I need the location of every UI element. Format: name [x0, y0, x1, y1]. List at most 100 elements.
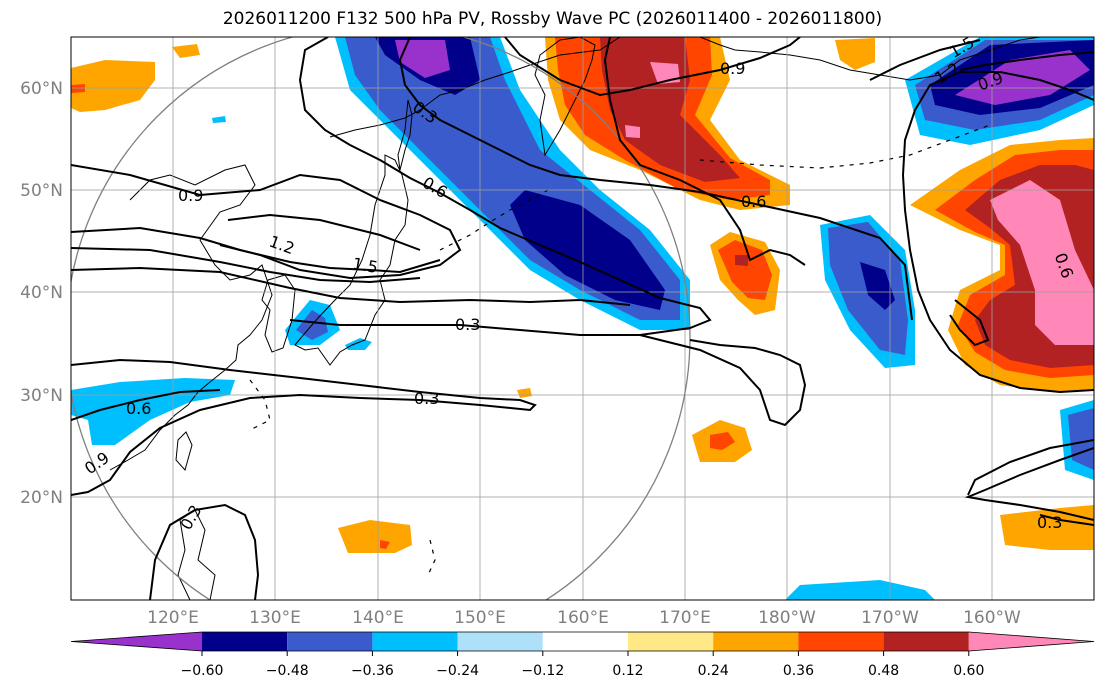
- contour-label: 0.6: [126, 399, 151, 418]
- positive-anomaly-region: [517, 388, 532, 398]
- negative-anomaly-region: [212, 116, 226, 123]
- coastline-taiwan: [175, 431, 193, 472]
- contour-labels: 0.9 1.2 1.5 0.3 0.3 0.6 0.3 0.6 0.6 0.9 …: [81, 37, 1077, 534]
- contour-label: 0.3: [176, 502, 205, 534]
- negative-anomaly-region: [785, 580, 935, 600]
- colorbar-tick-label: 0.36: [783, 663, 814, 679]
- latitude-label: 60°N: [20, 79, 63, 99]
- coastline-philippines: [177, 509, 216, 600]
- coastlines: [109, 37, 1041, 600]
- positive-anomaly-region: [990, 180, 1094, 345]
- colorbar-tick-label: 0.48: [868, 663, 899, 679]
- reference-circle: [71, 37, 691, 600]
- contour-line: [504, 37, 801, 97]
- coastline-kamchatka: [534, 37, 596, 157]
- longitude-label: 140°E: [352, 608, 404, 628]
- longitude-label: 180°W: [758, 608, 816, 628]
- colorbar-tick-label: −0.36: [351, 663, 394, 679]
- colorbar-tick-label: 0.24: [698, 663, 729, 679]
- contour-line: [869, 39, 981, 81]
- longitude-label: 170°W: [861, 608, 919, 628]
- contour-line: [639, 334, 807, 427]
- map-title: 2026011200 F132 500 hPa PV, Rossby Wave …: [222, 9, 883, 29]
- colorbar-tick-label: 0.12: [612, 663, 643, 679]
- contour-label: 0.3: [414, 389, 439, 408]
- positive-anomaly-region: [835, 38, 875, 70]
- contour-line: [964, 447, 1094, 521]
- map-plot-area: 0.9 1.2 1.5 0.3 0.3 0.6 0.3 0.6 0.6 0.9 …: [71, 37, 1094, 600]
- longitude-labels: 120°E 130°E 140°E 150°E 160°E 170°E 180°…: [147, 608, 1021, 628]
- contour-line: [149, 503, 260, 600]
- contour-label: 0.3: [455, 315, 480, 334]
- longitude-label: 170°E: [659, 608, 711, 628]
- negative-anomaly-region: [860, 262, 895, 310]
- contour-line: [71, 164, 462, 280]
- colorbar-segment: [542, 632, 628, 651]
- coastline-korea: [261, 274, 296, 353]
- positive-anomaly-region: [338, 520, 412, 553]
- colorbar-segments: [70, 631, 1095, 652]
- longitude-label: 150°E: [454, 608, 506, 628]
- contour-line: [71, 389, 221, 421]
- positive-anomaly-region: [600, 37, 740, 182]
- colorbar-tick-label: −0.48: [266, 663, 309, 679]
- contour-line: [603, 37, 806, 266]
- coastline-japan: [294, 154, 409, 366]
- contour-label: 0.9: [178, 186, 203, 205]
- latitude-label: 50°N: [20, 181, 63, 201]
- coastline-alaska: [699, 37, 1041, 81]
- contour-line: [227, 213, 421, 251]
- colorbar-ticks: −0.60 −0.48 −0.36 −0.24 −0.12 0.12 0.24 0.36 0.4…: [181, 651, 984, 679]
- contour-line: [967, 439, 1094, 496]
- latitude-labels: 20°N 30°N 40°N 50°N 60°N: [20, 79, 63, 508]
- coastline-sakhalin: [397, 99, 413, 171]
- positive-anomaly-region: [1000, 505, 1094, 550]
- contour-line: [959, 51, 1094, 71]
- positive-anomaly-region: [380, 540, 390, 549]
- colorbar-tick-label: −0.60: [181, 663, 224, 679]
- coastline-siberia: [329, 37, 621, 138]
- positive-anomaly-region: [735, 255, 748, 266]
- negative-anomaly-region: [345, 338, 372, 350]
- colorbar-segment: [968, 632, 1094, 651]
- longitude-label: 160°E: [557, 608, 609, 628]
- latitude-label: 20°N: [20, 488, 63, 508]
- colorbar-segment: [628, 632, 714, 651]
- colorbar-segment: [71, 632, 202, 651]
- colorbar-segment: [713, 632, 799, 651]
- contour-line: [901, 71, 1094, 394]
- aleutian-islands: [249, 124, 991, 576]
- colorbar: −0.60 −0.48 −0.36 −0.24 −0.12 0.12 0.24 0.36 0.4…: [70, 631, 1095, 679]
- longitude-label: 160°W: [963, 608, 1021, 628]
- contour-label: 0.9: [720, 59, 745, 78]
- positive-anomaly-region: [625, 125, 640, 138]
- latitude-label: 30°N: [20, 386, 63, 406]
- contour-line: [949, 299, 990, 347]
- colorbar-segment: [287, 632, 373, 651]
- colorbar-tick-label: −0.24: [436, 663, 479, 679]
- colorbar-segment: [202, 632, 288, 651]
- contour-line: [1039, 514, 1094, 526]
- colorbar-segment: [457, 632, 543, 651]
- contour-line: [71, 358, 537, 496]
- map-frame: [70, 36, 1095, 601]
- contour-line: [398, 37, 913, 321]
- negative-anomaly-region: [395, 40, 450, 78]
- contour-label: 1.5: [351, 254, 379, 277]
- colorbar-segment: [798, 632, 884, 651]
- latitude-label: 40°N: [20, 283, 63, 303]
- contour-label: 0.9: [81, 448, 113, 478]
- negative-anomaly-region: [510, 190, 665, 310]
- positive-anomaly-region: [710, 432, 735, 450]
- colorbar-tick-label: 0.60: [953, 663, 984, 679]
- contour-line: [289, 37, 712, 336]
- colorbar-tick-label: −0.12: [521, 663, 564, 679]
- longitude-label: 120°E: [147, 608, 199, 628]
- colorbar-segment: [883, 632, 969, 651]
- contour-label: 0.3: [1037, 513, 1062, 532]
- contour-line: [71, 226, 441, 274]
- contour-line: [71, 266, 631, 306]
- contour-label: 0.6: [741, 192, 766, 211]
- map-gridlines: [71, 37, 1094, 600]
